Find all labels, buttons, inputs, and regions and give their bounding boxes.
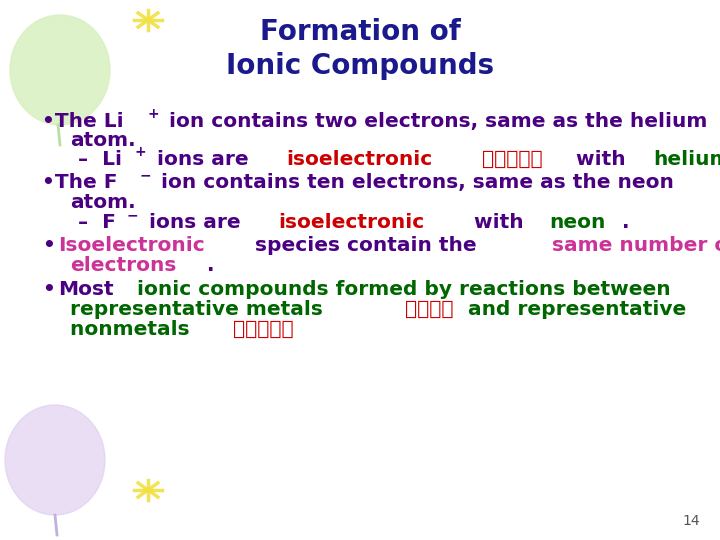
Text: Ionic Compounds: Ionic Compounds xyxy=(226,52,494,80)
Text: neon: neon xyxy=(549,213,606,232)
Text: isoelectronic: isoelectronic xyxy=(286,150,432,169)
Text: representative metals: representative metals xyxy=(70,300,330,319)
Text: and representative: and representative xyxy=(468,300,686,319)
Text: .: . xyxy=(621,213,629,232)
Text: ion contains ten electrons, same as the neon: ion contains ten electrons, same as the … xyxy=(154,173,675,192)
Text: −: − xyxy=(127,208,138,222)
Ellipse shape xyxy=(10,15,110,125)
Text: •The Li: •The Li xyxy=(42,112,124,131)
Text: Most: Most xyxy=(58,280,114,299)
Text: 等電子離子: 等電子離子 xyxy=(474,150,542,169)
Text: ions are: ions are xyxy=(142,213,248,232)
Text: nonmetals: nonmetals xyxy=(70,320,197,339)
Text: same number of: same number of xyxy=(552,236,720,255)
Text: Formation of: Formation of xyxy=(260,18,460,46)
Text: 典型金屬: 典型金屬 xyxy=(405,300,454,319)
Text: 14: 14 xyxy=(683,514,700,528)
Text: •: • xyxy=(42,280,55,299)
Text: helium: helium xyxy=(653,150,720,169)
Text: –  Li: – Li xyxy=(78,150,122,169)
Text: +: + xyxy=(135,145,146,159)
Text: species contain the: species contain the xyxy=(248,236,484,255)
Text: −: − xyxy=(140,168,151,182)
Text: –  F: – F xyxy=(78,213,116,232)
Text: •The F: •The F xyxy=(42,173,117,192)
Text: ionic compounds formed by reactions between: ionic compounds formed by reactions betw… xyxy=(130,280,671,299)
Text: Isoelectronic: Isoelectronic xyxy=(58,236,205,255)
Text: atom.: atom. xyxy=(70,131,135,150)
Text: ion contains two electrons, same as the helium: ion contains two electrons, same as the … xyxy=(162,112,708,131)
Text: isoelectronic: isoelectronic xyxy=(278,213,424,232)
Text: ions are: ions are xyxy=(150,150,256,169)
Text: •: • xyxy=(42,236,55,255)
Ellipse shape xyxy=(5,405,105,515)
Text: 典型非金屬: 典型非金屬 xyxy=(233,320,294,339)
Text: with: with xyxy=(562,150,633,169)
Text: with: with xyxy=(467,213,531,232)
Text: .: . xyxy=(207,256,215,275)
Text: +: + xyxy=(148,107,159,121)
Text: electrons: electrons xyxy=(70,256,176,275)
Text: atom.: atom. xyxy=(70,193,135,212)
